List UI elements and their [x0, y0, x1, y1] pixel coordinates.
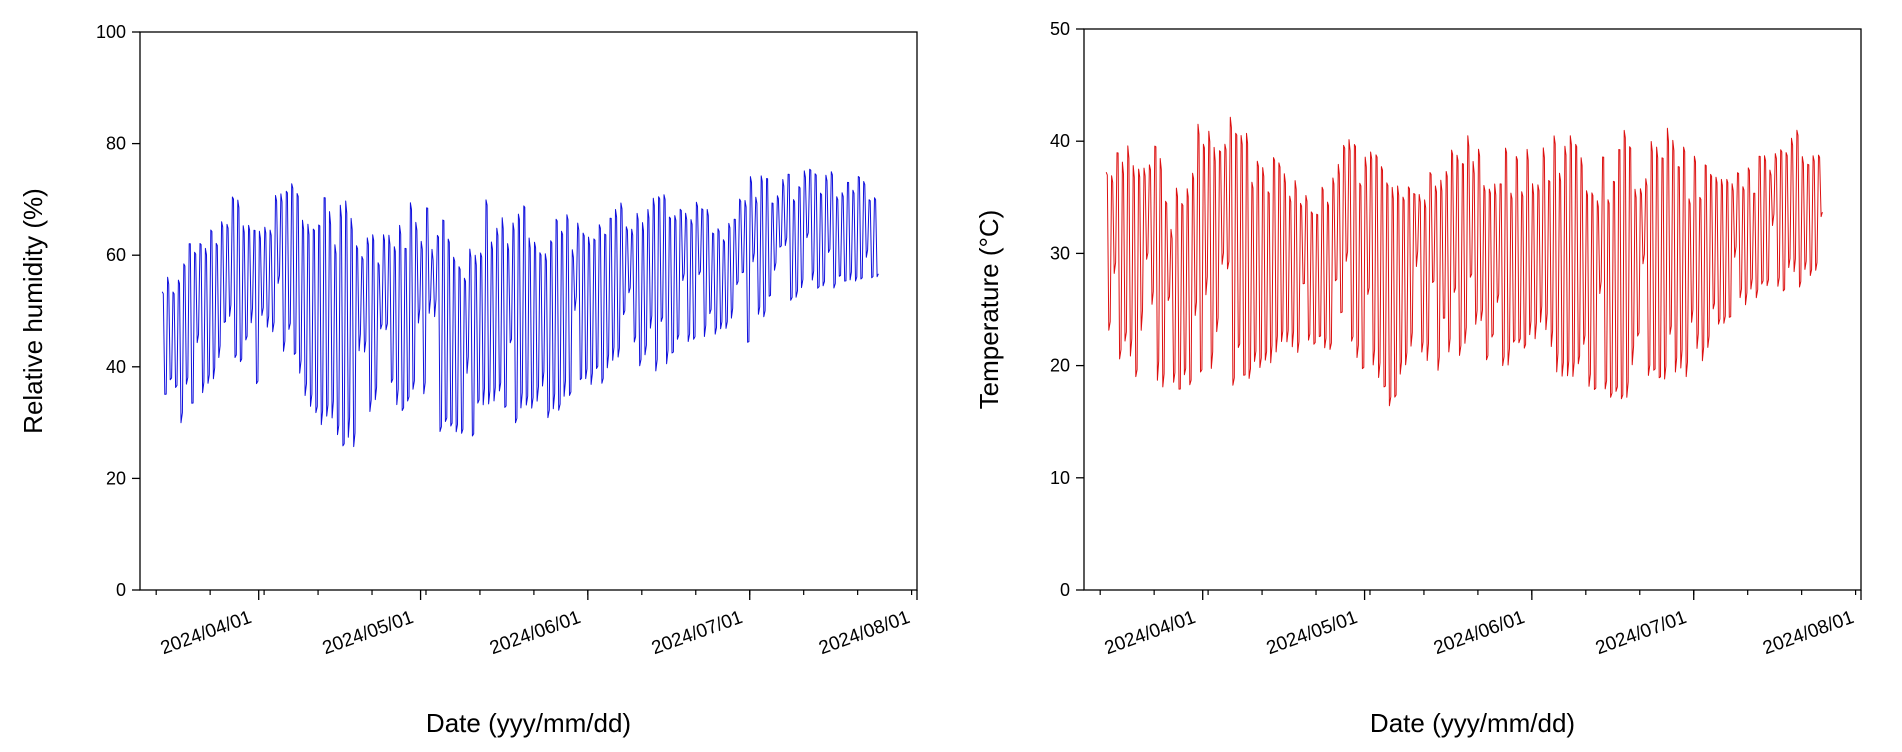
humidity-y-axis-title: Relative humidity (%): [18, 188, 48, 434]
humidity-y-tick-label: 100: [96, 22, 126, 42]
humidity-y-tick-label: 20: [106, 468, 126, 488]
temperature-y-tick-label: 10: [1050, 468, 1070, 488]
humidity-y-tick-label: 0: [116, 580, 126, 600]
temperature-y-axis-title: Temperature (°C): [974, 210, 1004, 410]
temperature-x-axis-title: Date (yyy/mm/dd): [1370, 708, 1575, 738]
humidity-x-tick-label: 2024/05/01: [320, 607, 417, 659]
humidity-x-tick-label: 2024/04/01: [158, 607, 255, 659]
temperature-plot-frame: [1083, 28, 1862, 591]
temperature-series-line: [1105, 116, 1823, 407]
temperature-y-tick-label: 40: [1050, 131, 1070, 151]
temperature-y-tick-label: 20: [1050, 356, 1070, 376]
temperature-x-tick-label: 2024/07/01: [1593, 607, 1690, 659]
humidity-x-axis-title: Date (yyy/mm/dd): [426, 708, 631, 738]
temperature-x-tick-label: 2024/06/01: [1431, 607, 1528, 659]
temperature-x-tick-label: 2024/05/01: [1264, 607, 1361, 659]
humidity-chart-panel: 0 20 40 60 80 100 2024/04/01 2024/05/01 2024/06/…: [18, 22, 918, 738]
humidity-x-tick-label: 2024/06/01: [487, 607, 584, 659]
humidity-x-tick-label: 2024/07/01: [649, 607, 746, 659]
humidity-x-tick-label: 2024/08/01: [816, 607, 913, 659]
temperature-chart-panel: 0 10 20 30 40 50 2024/04/01 2024/05/01 2024/06/0…: [974, 19, 1862, 738]
humidity-plot-frame: [139, 31, 918, 591]
temperature-x-tick-label: 2024/08/01: [1760, 607, 1857, 659]
humidity-y-tick-label: 80: [106, 134, 126, 154]
temperature-x-tick-label: 2024/04/01: [1102, 607, 1199, 659]
temperature-y-tick-label: 50: [1050, 19, 1070, 39]
temperature-y-tick-label: 0: [1060, 580, 1070, 600]
humidity-series-line: [161, 168, 879, 448]
temperature-y-tick-label: 30: [1050, 243, 1070, 263]
humidity-y-tick-label: 60: [106, 245, 126, 265]
humidity-y-tick-label: 40: [106, 357, 126, 377]
